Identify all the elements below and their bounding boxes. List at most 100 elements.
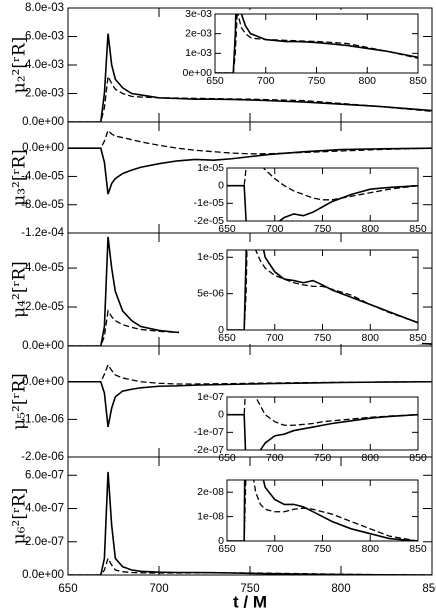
inset-y-tick-label: -1e-05 [194, 197, 225, 209]
y-tick-label: 6.0e-07 [25, 469, 64, 481]
inset-y-tick-label: 1e-05 [197, 251, 224, 263]
y-tick-label: 0.0e+00 [22, 569, 64, 581]
inset-x-tick-label: 850 [409, 452, 427, 464]
y-axis-label: μ₃²[ʳR] [10, 149, 30, 206]
inset-y-tick-label: 1e-05 [197, 162, 224, 174]
y-axis-label: μ₅²[ʳR] [10, 373, 30, 430]
data-line [227, 250, 418, 330]
inset-x-tick-label: 700 [266, 543, 284, 555]
y-tick-label: -8.0e-05 [21, 199, 64, 211]
y-tick-label: 0.0e+00 [22, 116, 64, 128]
inset-x-tick-label: 650 [218, 452, 236, 464]
y-axis-label: μ₄²[ʳR] [10, 261, 30, 318]
y-tick-label: -2.0e-06 [21, 451, 64, 463]
inset-x-tick-label: 800 [358, 75, 376, 87]
inset-y-tick-label: 3e-03 [185, 8, 212, 20]
inset-y-tick-label: 1e-03 [185, 47, 212, 59]
inset-y-tick-label: 2e-03 [185, 27, 212, 39]
y-tick-label: 0.0e+00 [22, 340, 64, 352]
inset-background [179, 246, 422, 344]
x-tick-label: 700 [149, 583, 168, 595]
inset-x-tick-label: 650 [218, 332, 236, 344]
inset-y-tick-label: -2e-05 [194, 215, 225, 227]
inset-background [179, 476, 422, 555]
inset-x-tick-label: 750 [314, 332, 332, 344]
y-axis-label: μ₆²[ʳR] [10, 488, 30, 545]
inset-x-tick-label: 700 [266, 332, 284, 344]
inset-x-tick-label: 800 [361, 543, 379, 555]
data-line [68, 129, 432, 155]
inset-lines [227, 397, 418, 450]
data-line [68, 363, 432, 385]
inset-y-tick-label: 0 [218, 179, 224, 191]
inset-y-tick-label: 0e+00 [183, 67, 213, 79]
data-line [68, 380, 432, 428]
plot-lines [68, 363, 432, 428]
y-tick-label: 0.0e+00 [22, 376, 64, 388]
inset-x-tick-label: 650 [218, 543, 236, 555]
inset-lines [227, 168, 418, 221]
inset-y-tick-label: 0 [218, 535, 224, 547]
x-axis-label: t / M [233, 592, 267, 611]
inset-x-tick-label: 750 [314, 223, 332, 235]
inset-y-tick-label: -2e-07 [194, 444, 225, 456]
y-tick-label: -1.0e-06 [21, 413, 64, 425]
y-tick-label: 4.0e-05 [25, 262, 64, 274]
x-tick-label: 650 [58, 583, 77, 595]
inset-y-tick-label: 1e-07 [197, 391, 224, 403]
inset-x-tick-label: 650 [218, 223, 236, 235]
inset-x-tick-label: 850 [409, 543, 427, 555]
inset-x-tick-label: 650 [206, 75, 224, 87]
y-tick-label: 8.0e-03 [25, 2, 64, 14]
inset-background [179, 164, 422, 235]
x-tick-label: 750 [240, 583, 259, 595]
inset-x-tick-label: 800 [361, 452, 379, 464]
inset-x-tick-label: 800 [361, 332, 379, 344]
inset-x-tick-label: 850 [409, 223, 427, 235]
inset-x-tick-label: 700 [266, 452, 284, 464]
inset-lines [215, 14, 418, 73]
inset-x-tick-label: 850 [409, 75, 427, 87]
data-line [68, 74, 432, 122]
data-line [227, 480, 418, 541]
data-line [68, 309, 432, 346]
inset-background [167, 10, 422, 87]
y-tick-label: 0.0e+00 [22, 142, 64, 154]
data-line [227, 413, 418, 450]
inset-y-tick-label: 0 [218, 408, 224, 420]
plot-lines [68, 33, 432, 122]
y-tick-label: 4.0e-03 [25, 59, 64, 71]
inset-y-tick-label: 1e-08 [197, 510, 224, 522]
inset-y-tick-label: 5e-06 [197, 287, 224, 299]
inset-x-tick-label: 700 [266, 223, 284, 235]
y-tick-label: 2.0e-05 [25, 301, 64, 313]
y-tick-label: -4.0e-05 [21, 170, 64, 182]
inset-y-tick-label: 2e-08 [197, 486, 224, 498]
inset-x-tick-label: 800 [361, 223, 379, 235]
inset-lines [227, 250, 418, 330]
inset-x-tick-label: 750 [314, 543, 332, 555]
inset-background [179, 393, 422, 464]
data-line [215, 14, 418, 73]
data-line [227, 250, 418, 330]
y-tick-label: 6.0e-03 [25, 31, 64, 43]
y-tick-label: 4.0e-07 [25, 503, 64, 515]
plot-lines [68, 129, 432, 195]
x-tick-label: 850 [422, 583, 436, 595]
data-line [227, 168, 418, 201]
inset-x-tick-label: 700 [257, 75, 275, 87]
y-tick-label: -1.2e-04 [21, 227, 64, 239]
inset-x-tick-label: 850 [409, 332, 427, 344]
y-axis-label: μ₂²[ʳR] [10, 37, 30, 94]
inset-x-tick-label: 750 [308, 75, 326, 87]
y-tick-label: 2.0e-03 [25, 88, 64, 100]
inset-lines [227, 480, 418, 541]
data-line [227, 480, 418, 541]
inset-y-tick-label: 0 [218, 324, 224, 336]
data-line [227, 397, 418, 426]
inset-y-tick-label: -1e-07 [194, 426, 225, 438]
inset-x-tick-label: 750 [314, 452, 332, 464]
x-tick-label: 800 [331, 583, 350, 595]
